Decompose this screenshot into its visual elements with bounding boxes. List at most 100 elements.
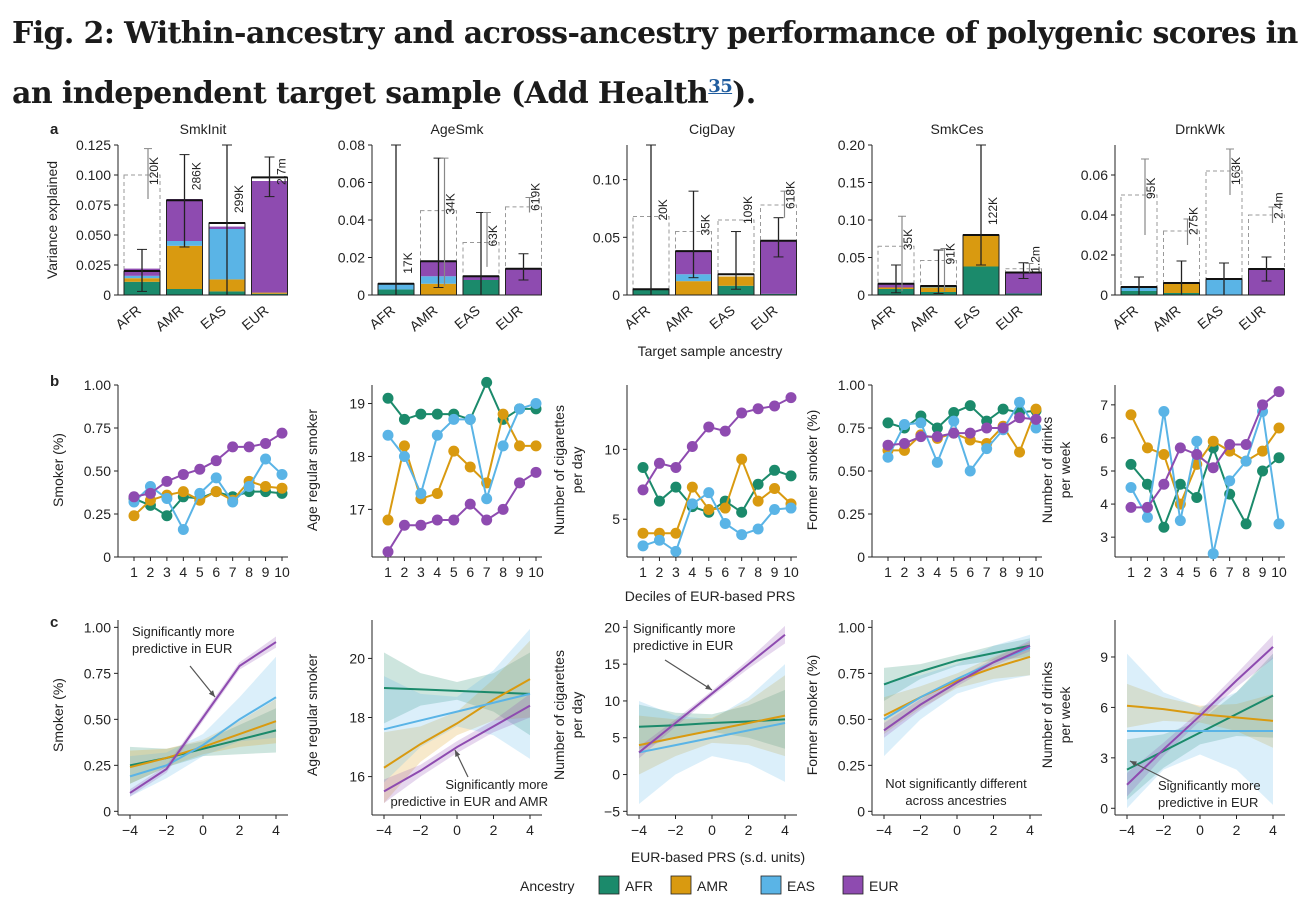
b-point-EAS <box>703 487 715 499</box>
legend-swatch-EUR <box>842 875 864 895</box>
a-x-tick-label: EAS <box>451 302 483 332</box>
b-x-tick-label: 10 <box>1028 564 1044 580</box>
c-line-EUR <box>638 633 786 754</box>
b-point-AFR <box>398 413 410 425</box>
b-point-AMR <box>719 502 731 514</box>
b-y-tick-label: 0 <box>857 549 865 565</box>
c-y-tick-label: 20 <box>604 619 620 635</box>
b-point-EAS <box>915 417 927 429</box>
b-point-EUR <box>398 519 410 531</box>
b-x-tick-label: 10 <box>783 564 799 580</box>
b-y-tick-label: 17 <box>349 501 365 517</box>
b-point-AMR <box>1273 422 1285 434</box>
b-point-EAS <box>210 472 222 484</box>
b-y-tick-label: 5 <box>612 511 620 527</box>
c-y-tick-label: 1.00 <box>838 619 865 635</box>
c-line-AMR <box>383 678 531 769</box>
a-sample-size-label: 163K <box>1229 157 1243 185</box>
a-y-tick-label: 0 <box>857 287 865 303</box>
a-x-tick-label: AMR <box>661 302 695 334</box>
b-point-EUR <box>670 462 682 474</box>
b-point-AMR <box>736 453 748 465</box>
b-point-EUR <box>161 475 173 487</box>
c-annotation: Significantly more <box>633 621 736 636</box>
b-point-AFR <box>415 408 427 420</box>
c-y-tick-label: 0.75 <box>838 665 865 681</box>
a-y-tick-label: 0.06 <box>338 175 365 191</box>
b-point-EAS <box>276 468 288 480</box>
a-bar-segment-AFR <box>963 266 999 295</box>
c-x-tick-label: 0 <box>453 822 461 838</box>
c-y-label: Former smoker (%) <box>804 655 820 776</box>
b-point-EUR <box>997 422 1009 434</box>
b-point-AMR <box>670 527 682 539</box>
b-y-label: Former smoker (%) <box>804 410 820 531</box>
b-x-tick-label: 4 <box>933 564 941 580</box>
c-x-tick-label: 4 <box>781 822 789 838</box>
b-line-EUR <box>1131 390 1280 509</box>
a-x-tick-label: EAS <box>706 302 738 332</box>
b-line-EAS <box>133 457 283 532</box>
b-point-AMR <box>1125 409 1137 421</box>
b-point-EAS <box>243 480 255 492</box>
b-x-tick-label: 5 <box>950 564 958 580</box>
a-subplot-title: AgeSmk <box>431 121 485 137</box>
b-point-EAS <box>1158 405 1170 417</box>
b-y-label: Number of cigarettes <box>551 405 567 535</box>
b-x-tick-label: 6 <box>721 564 729 580</box>
a-bar-segment-AFR <box>1005 293 1042 295</box>
b-y-label: Smoker (%) <box>50 433 66 507</box>
b-point-EUR <box>686 441 698 453</box>
b-x-tick-label: 3 <box>672 564 680 580</box>
panel-label-c: c <box>50 614 58 631</box>
b-x-tick-label: 9 <box>771 564 779 580</box>
b-point-EAS <box>514 403 526 415</box>
b-point-AFR <box>1174 478 1186 490</box>
c-annotation-arrowhead <box>455 750 461 757</box>
b-x-tick-label: 3 <box>417 564 425 580</box>
b-x-tick-label: 4 <box>179 564 187 580</box>
c-annotation: predictive in EUR <box>633 638 733 653</box>
c-ribbon-EUR <box>884 640 1030 738</box>
c-y-tick-label: 0.75 <box>84 665 111 681</box>
a-subplot-title: SmkCes <box>931 121 984 137</box>
c-x-tick-label: 0 <box>953 822 961 838</box>
b-point-EUR <box>260 437 272 449</box>
b-y-label: per day <box>569 447 585 494</box>
b-point-EUR <box>1030 413 1042 425</box>
c-ribbon-EAS <box>384 628 530 783</box>
b-x-tick-label: 6 <box>966 564 974 580</box>
b-point-EUR <box>964 427 976 439</box>
b-point-EUR <box>1240 439 1252 451</box>
b-point-EUR <box>1207 462 1219 474</box>
b-point-EUR <box>243 441 255 453</box>
b-point-EAS <box>931 456 943 468</box>
b-point-AFR <box>1141 478 1153 490</box>
c-ribbon-AFR <box>1127 653 1273 800</box>
a-sample-size-label: 109K <box>741 196 755 224</box>
c-ribbon-EAS <box>130 656 276 797</box>
b-point-AFR <box>997 403 1009 415</box>
b-line-EAS <box>387 402 537 503</box>
caption-reference-link[interactable]: 35 <box>708 76 733 97</box>
b-point-AMR <box>497 408 509 420</box>
b-point-AFR <box>653 495 665 507</box>
b-point-EAS <box>752 523 764 535</box>
a-y-tick-label: 0.04 <box>1081 207 1108 223</box>
b-y-tick-label: 7 <box>1100 397 1108 413</box>
a-expected-bar <box>877 245 915 296</box>
c-y-tick-label: 0 <box>612 767 620 783</box>
b-point-EAS <box>1207 548 1219 560</box>
b-x-tick-label: 7 <box>229 564 237 580</box>
b-point-EAS <box>415 487 427 499</box>
b-point-EUR <box>931 431 943 443</box>
b-x-tick-label: 1 <box>1127 564 1135 580</box>
b-x-tick-label: 1 <box>384 564 392 580</box>
b-point-AMR <box>260 480 272 492</box>
b-point-AMR <box>637 527 649 539</box>
a-bar-segment-AMR <box>420 283 457 295</box>
a-y-tick-label: 0.02 <box>338 250 365 266</box>
b-point-EAS <box>1191 435 1203 447</box>
c-y-tick-label: 0.50 <box>838 711 865 727</box>
c-line-AFR <box>1126 694 1274 771</box>
